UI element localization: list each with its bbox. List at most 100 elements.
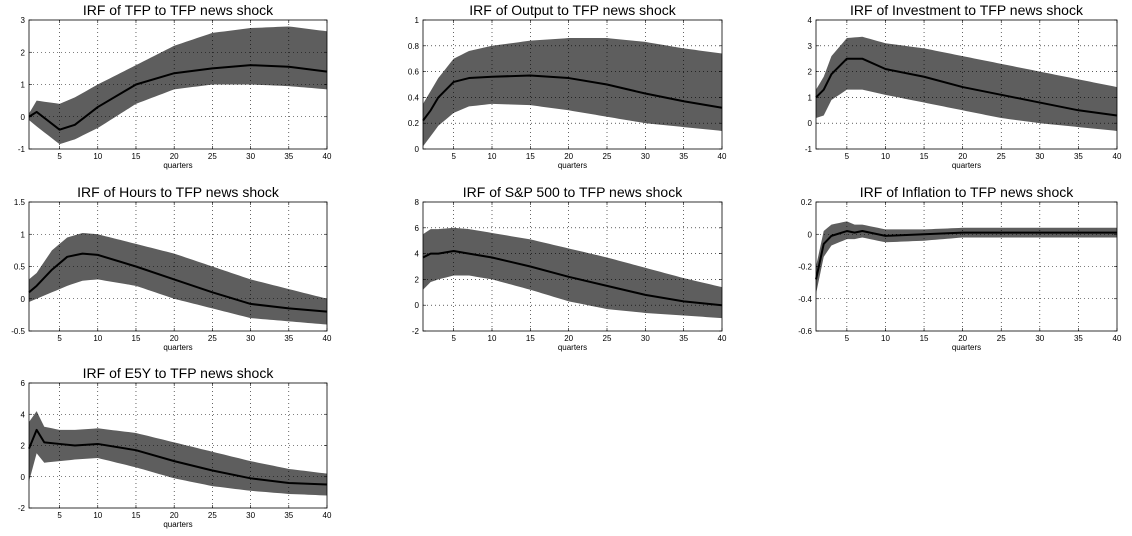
x-tick-label: 5 (57, 152, 62, 161)
x-tick-label: 40 (1113, 152, 1122, 161)
x-tick-label: 5 (451, 334, 456, 343)
y-tick-label: -0.4 (798, 295, 812, 304)
median-line (422, 250, 723, 307)
x-tick-label: 40 (718, 334, 727, 343)
y-tick-label: 1 (808, 93, 813, 102)
x-tick-label: 5 (57, 511, 62, 520)
x-tick-label: 5 (451, 152, 456, 161)
x-tick-label: 35 (679, 334, 688, 343)
irf-panel: 5 10 15 20 25 30 35 40 -1 0 1 2 3 IRF of TFP to TFP n… (18, 2, 332, 170)
median-line (815, 230, 1117, 280)
confidence-band (423, 38, 722, 147)
x-tick-label: 10 (488, 334, 497, 343)
x-tick-label: 25 (997, 152, 1006, 161)
y-tick-label: 3 (21, 16, 26, 25)
y-tick-label: 1 (21, 81, 26, 90)
x-tick-label: 30 (641, 334, 650, 343)
axes-box (815, 19, 1118, 150)
x-tick-label: 40 (323, 511, 332, 520)
y-tick-label: 0 (808, 119, 813, 128)
irf-panel: 5 10 15 20 25 30 35 40 -0.5 0 0.5 1 1.5 IRF of Hours … (11, 184, 332, 352)
x-tick-label: 15 (920, 152, 929, 161)
y-tick-label: 0 (21, 473, 26, 482)
y-tick-label: 2 (21, 48, 26, 57)
x-tick-label: 30 (246, 511, 255, 520)
median-line (28, 64, 328, 131)
y-tick-label: -0.6 (798, 327, 812, 336)
x-tick-label: 30 (641, 152, 650, 161)
y-tick-label: 4 (415, 250, 420, 259)
x-tick-label: 15 (526, 334, 535, 343)
y-tick-label: 8 (415, 198, 420, 207)
y-tick-label: -0.2 (798, 263, 812, 272)
x-tick-label: 20 (564, 152, 573, 161)
irf-panel: 5 10 15 20 25 30 35 40 -2 0 2 4 6 IRF of E5Y to TFP n… (18, 365, 332, 529)
x-tick-label: 15 (132, 511, 141, 520)
y-tick-label: 0.5 (14, 263, 26, 272)
x-tick-label: 25 (208, 334, 217, 343)
y-tick-label: 4 (808, 16, 813, 25)
y-tick-label: 1 (21, 230, 26, 239)
x-tick-label: 5 (845, 152, 850, 161)
x-axis-label: quarters (558, 343, 587, 352)
median-line (815, 57, 1118, 117)
x-tick-label: 35 (1074, 334, 1083, 343)
y-tick-label: 4 (21, 410, 26, 419)
x-tick-label: 20 (170, 152, 179, 161)
y-tick-label: 0 (21, 113, 26, 122)
x-tick-label: 5 (57, 334, 62, 343)
x-tick-label: 15 (920, 334, 929, 343)
irf-panel: 5 10 15 20 25 30 35 40 -1 0 1 2 3 4 IRF of Investment … (805, 2, 1122, 170)
x-tick-label: 10 (881, 152, 890, 161)
axes-box (422, 201, 723, 332)
x-tick-label: 35 (1074, 152, 1083, 161)
x-axis-label: quarters (558, 161, 587, 170)
x-tick-label: 30 (1035, 152, 1044, 161)
x-tick-label: 25 (208, 511, 217, 520)
y-tick-label: -1 (805, 145, 813, 154)
x-tick-label: 20 (958, 152, 967, 161)
x-tick-label: 20 (958, 334, 967, 343)
y-tick-label: 3 (808, 42, 813, 51)
x-tick-label: 10 (93, 334, 102, 343)
x-tick-label: 25 (603, 334, 612, 343)
x-axis-label: quarters (952, 343, 981, 352)
chart-title: IRF of Hours to TFP news shock (77, 184, 280, 200)
x-tick-label: 35 (679, 152, 688, 161)
y-tick-label: 0.8 (408, 42, 420, 51)
chart-title: IRF of Investment to TFP news shock (850, 2, 1084, 18)
y-tick-label: 0.2 (408, 119, 420, 128)
x-tick-label: 35 (284, 334, 293, 343)
y-tick-label: 0 (21, 295, 26, 304)
x-tick-label: 10 (488, 152, 497, 161)
y-tick-label: -1 (18, 145, 26, 154)
x-tick-label: 40 (718, 152, 727, 161)
chart-title: IRF of E5Y to TFP news shock (83, 365, 275, 381)
x-tick-label: 30 (1035, 334, 1044, 343)
x-tick-label: 20 (564, 334, 573, 343)
chart-title: IRF of Inflation to TFP news shock (860, 184, 1074, 200)
x-tick-label: 30 (246, 334, 255, 343)
median-line (422, 74, 723, 122)
irf-panel: 5 10 15 20 25 30 35 40 -0.6 -0.4 -0.2 0 0.2 IRF of In… (798, 184, 1122, 352)
x-tick-label: 40 (1113, 334, 1122, 343)
x-tick-label: 25 (997, 334, 1006, 343)
x-axis-label: quarters (163, 161, 192, 170)
x-tick-label: 15 (132, 334, 141, 343)
y-tick-label: 2 (808, 68, 813, 77)
irf-panel: 5 10 15 20 25 30 35 40 0 0.2 0.4 0.6 0.8 1 IRF of Outp… (408, 2, 727, 170)
y-tick-label: 0.2 (801, 198, 813, 207)
chart-title: IRF of Output to TFP news shock (469, 2, 676, 18)
confidence-band (816, 221, 1117, 294)
axes-box (422, 19, 723, 150)
x-axis-label: quarters (952, 161, 981, 170)
y-tick-label: 2 (415, 275, 420, 284)
x-tick-label: 40 (323, 334, 332, 343)
y-tick-label: 1 (415, 16, 420, 25)
confidence-band (816, 36, 1117, 131)
chart-title: IRF of TFP to TFP news shock (83, 2, 274, 18)
x-tick-label: 25 (208, 152, 217, 161)
median-line (28, 252, 328, 313)
y-tick-label: 0.4 (408, 93, 420, 102)
